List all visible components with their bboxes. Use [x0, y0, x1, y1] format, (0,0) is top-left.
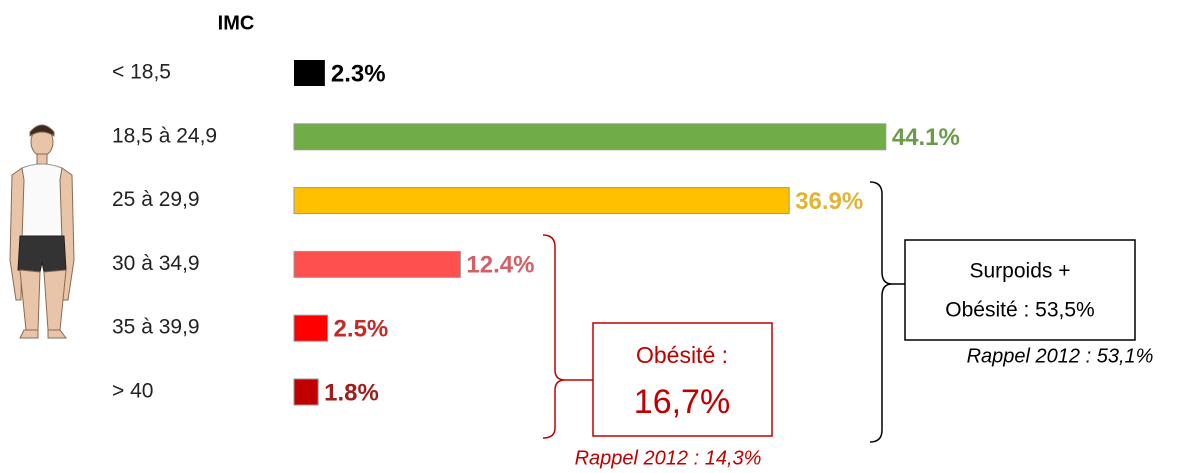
- obesity-box: [592, 322, 773, 437]
- obesity-recall: Rappel 2012 : 14,3%: [575, 447, 762, 469]
- value-label: 36.9%: [795, 188, 863, 215]
- obesity-label: Obésité :: [636, 342, 728, 368]
- overweight-recall: Rappel 2012 : 53,1%: [967, 345, 1154, 367]
- bracket-obesity: [542, 234, 593, 439]
- overweight-box: [904, 239, 1136, 341]
- value-label: 12.4%: [466, 252, 534, 279]
- bar: [293, 314, 329, 342]
- overweight-label: Obésité : 53,5%: [945, 299, 1094, 322]
- category-label: 30 à 34,9: [112, 252, 200, 275]
- bar: [293, 378, 319, 406]
- bar: [293, 123, 887, 151]
- category-label: 35 à 39,9: [112, 316, 200, 339]
- bar: [293, 187, 790, 215]
- value-label: 44.1%: [892, 124, 960, 151]
- value-label: 2.5%: [334, 316, 389, 343]
- person-icon: [9, 124, 75, 339]
- category-label: 25 à 29,9: [112, 188, 200, 211]
- value-label: 2.3%: [331, 60, 386, 87]
- overweight-label: Surpoids +: [970, 260, 1071, 283]
- category-label: < 18,5: [112, 61, 171, 84]
- bar: [293, 250, 461, 278]
- bar: [294, 60, 325, 86]
- category-label: 18,5 à 24,9: [112, 124, 217, 147]
- value-label: 1.8%: [324, 379, 379, 406]
- axis-title: IMC: [218, 12, 255, 34]
- obesity-value: 16,7%: [634, 383, 730, 421]
- category-label: > 40: [112, 380, 153, 403]
- bracket-overweight: [869, 181, 905, 443]
